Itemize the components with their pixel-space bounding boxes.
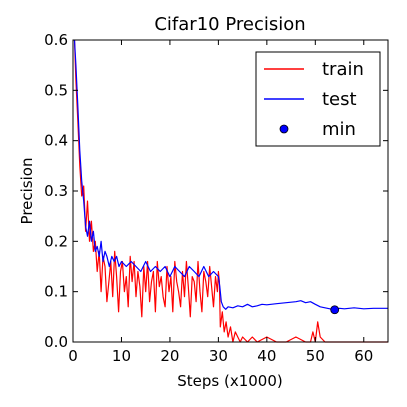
y-tick-label-1: 0.1: [44, 283, 68, 301]
x-tick-label-4: 40: [257, 347, 276, 365]
legend-label-test: test: [322, 89, 357, 110]
x-tick-label-2: 20: [160, 347, 179, 365]
x-tick-label-6: 60: [354, 347, 373, 365]
y-tick-label-3: 0.3: [44, 182, 68, 200]
x-tick-label-5: 50: [306, 347, 325, 365]
test-line: [73, 39, 388, 311]
legend-label-min: min: [322, 119, 356, 140]
y-tick-label-6: 0.6: [44, 31, 68, 49]
y-axis-label: Precision: [18, 158, 36, 225]
chart-title: Cifar10 Precision: [154, 14, 305, 35]
legend: train test min: [255, 51, 381, 147]
y-tick-label-4: 0.4: [44, 132, 68, 150]
x-axis-label: Steps (x1000): [177, 372, 283, 390]
x-tick-label-0: 0: [68, 347, 78, 365]
legend-marker-min: [279, 124, 289, 134]
legend-label-train: train: [322, 59, 364, 80]
train-line: [73, 39, 388, 343]
y-tick-label-0: 0.0: [44, 333, 68, 351]
x-tick-label-3: 30: [209, 347, 228, 365]
y-tick-label-2: 0.2: [44, 232, 68, 250]
min-point-0: [330, 305, 340, 315]
x-tick-label-1: 10: [112, 347, 131, 365]
y-tick-label-5: 0.5: [44, 81, 68, 99]
